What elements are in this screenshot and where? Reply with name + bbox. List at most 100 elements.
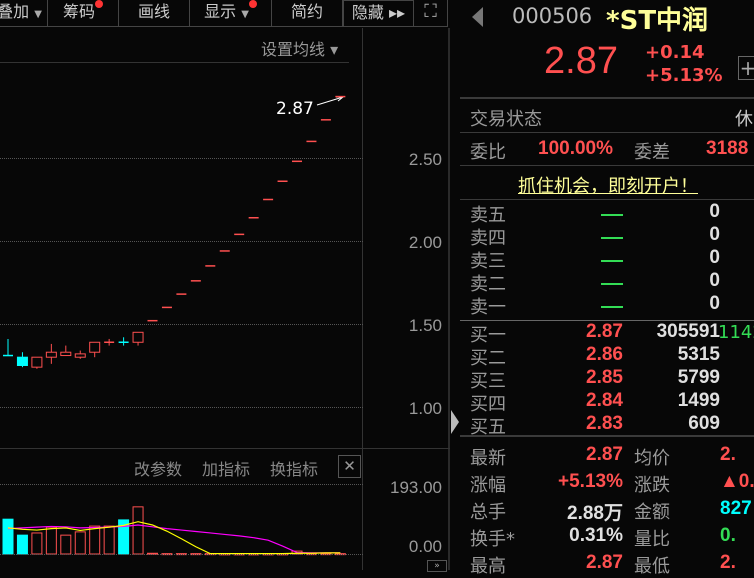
stat-label: 均价 bbox=[634, 448, 670, 469]
candle-body bbox=[89, 341, 101, 353]
change-params-button[interactable]: 改参数 bbox=[134, 460, 183, 479]
promo-link[interactable]: 抓住机会，即刻开户！ bbox=[518, 176, 698, 197]
no-price-dash bbox=[601, 237, 623, 239]
overlay-button[interactable]: 叠加 ▼ bbox=[0, 0, 48, 27]
ask-label: 卖三 bbox=[470, 251, 506, 272]
bid-label: 买二 bbox=[470, 348, 506, 369]
display-label: 显示 bbox=[204, 2, 237, 21]
volume-bar bbox=[16, 534, 28, 555]
candle-body bbox=[31, 356, 43, 368]
gridline bbox=[0, 241, 363, 242]
current-price: 2.87 bbox=[544, 40, 618, 82]
bid-volume-change: 1142 bbox=[718, 322, 754, 343]
price-tick: 2.00 bbox=[408, 233, 442, 252]
stat-value: ▲0. bbox=[720, 471, 754, 492]
bid-price: 2.87 bbox=[586, 321, 623, 342]
volume-bar bbox=[45, 526, 57, 555]
ask-label: 卖一 bbox=[470, 297, 506, 318]
stock-code: 000506 bbox=[512, 4, 593, 28]
gridline bbox=[0, 407, 363, 408]
stat-value: 0.31% bbox=[569, 525, 623, 546]
stat-value: 827 bbox=[720, 498, 752, 519]
draw-label: 画线 bbox=[137, 2, 170, 21]
bid-label: 买一 bbox=[470, 325, 506, 346]
bid-volume: 5315 bbox=[677, 344, 720, 365]
hide-button[interactable]: 隐藏 ▸▸ bbox=[343, 0, 414, 27]
close-indicator-icon[interactable]: ✕ bbox=[338, 455, 361, 478]
stat-label: 涨幅 bbox=[470, 475, 506, 496]
gridline bbox=[0, 484, 363, 485]
candle-body bbox=[132, 331, 144, 343]
collapse-panel-handle[interactable] bbox=[451, 410, 459, 434]
add-indicator-button[interactable]: 加指标 bbox=[202, 460, 251, 479]
price-tick: 2.50 bbox=[408, 150, 442, 169]
stat-value: 2.88万 bbox=[567, 503, 623, 524]
switch-indicator-button[interactable]: 换指标 bbox=[270, 460, 319, 479]
ask-volume: 0 bbox=[709, 270, 720, 291]
volume-bar bbox=[132, 506, 144, 555]
status-label: 交易状态 bbox=[470, 109, 542, 130]
divider bbox=[460, 199, 754, 200]
stat-label: 最低 bbox=[634, 556, 670, 577]
gridline bbox=[0, 158, 363, 159]
ma10-line bbox=[7, 524, 341, 554]
last-price-arrow-icon bbox=[316, 96, 345, 106]
bid-label: 买四 bbox=[470, 394, 506, 415]
draw-button[interactable]: 画线 bbox=[119, 0, 190, 27]
scroll-end-button[interactable]: » bbox=[427, 560, 447, 572]
ask-label: 卖四 bbox=[470, 228, 506, 249]
ask-label: 卖五 bbox=[470, 205, 506, 226]
no-price-dash bbox=[601, 306, 623, 308]
volume-bar bbox=[2, 518, 14, 555]
ask-volume: 0 bbox=[709, 224, 720, 245]
notification-dot-icon bbox=[248, 0, 257, 8]
overlay-label: 叠加 bbox=[0, 2, 30, 21]
candle-body bbox=[74, 353, 86, 358]
volume-bar bbox=[60, 534, 72, 555]
stat-label: 量比 bbox=[634, 529, 670, 550]
bid-label: 买三 bbox=[470, 371, 506, 392]
candle-body bbox=[60, 351, 72, 357]
divider bbox=[460, 320, 754, 321]
fullscreen-icon[interactable]: ⛶ bbox=[414, 0, 448, 27]
ma5-line bbox=[7, 521, 341, 555]
ask-volume: 0 bbox=[709, 201, 720, 222]
volume-bar bbox=[103, 525, 115, 555]
stat-label: 换手* bbox=[470, 529, 515, 550]
caret-down-icon: ▼ bbox=[241, 9, 249, 20]
chips-button[interactable]: 筹码 bbox=[48, 0, 119, 27]
hide-label: 隐藏 ▸▸ bbox=[351, 3, 406, 22]
bid-volume: 609 bbox=[688, 413, 720, 434]
add-watchlist-button[interactable]: + bbox=[738, 56, 754, 80]
stat-label: 最新 bbox=[470, 448, 506, 469]
ma-setting-button[interactable]: 设置均线 ▾ bbox=[261, 40, 339, 59]
panel-divider bbox=[0, 448, 450, 449]
ask-volume: 0 bbox=[709, 293, 720, 314]
back-arrow-icon[interactable] bbox=[472, 7, 483, 27]
volume-tick: 0.00 bbox=[408, 537, 442, 556]
simple-button[interactable]: 简约 bbox=[272, 0, 343, 27]
bid-volume: 305591 bbox=[656, 321, 720, 342]
diff-label: 委差 bbox=[634, 142, 670, 163]
volume-tick: 193.00 bbox=[390, 478, 442, 497]
price-change-pct: +5.13% bbox=[645, 65, 723, 86]
divider bbox=[460, 132, 754, 133]
candlestick-chart bbox=[2, 95, 346, 556]
stat-value: 2. bbox=[720, 552, 736, 573]
last-price-label: 2.87 bbox=[276, 99, 314, 119]
ask-label: 卖二 bbox=[470, 274, 506, 295]
ratio-value: 100.00% bbox=[538, 138, 614, 159]
price-change: +0.14 bbox=[645, 42, 705, 63]
candle-body bbox=[45, 351, 57, 358]
stat-value: 2.87 bbox=[586, 552, 623, 573]
no-price-dash bbox=[601, 283, 623, 285]
chips-label: 筹码 bbox=[62, 2, 95, 21]
no-price-dash bbox=[601, 260, 623, 262]
stat-value: +5.13% bbox=[558, 471, 623, 492]
display-button[interactable]: 显示 ▼ bbox=[190, 0, 272, 27]
volume-bar bbox=[31, 532, 43, 555]
volume-bar bbox=[89, 525, 101, 555]
bid-price: 2.85 bbox=[586, 367, 623, 388]
gridline bbox=[0, 324, 363, 325]
bid-volume: 1499 bbox=[677, 390, 720, 411]
